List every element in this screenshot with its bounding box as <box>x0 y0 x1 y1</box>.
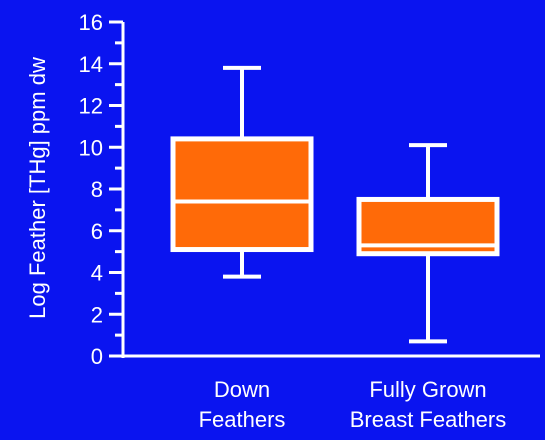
axes: 0 2 4 6 8 10 12 14 16 <box>79 10 540 369</box>
y-tick-label: 2 <box>91 302 103 327</box>
y-tick-label: 0 <box>91 344 103 369</box>
x-axis-labels: Down Feathers Fully Grown Breast Feathers <box>199 377 507 432</box>
box-plot-2 <box>356 143 500 344</box>
y-tick-label: 4 <box>91 261 103 286</box>
y-tick-label: 12 <box>79 94 103 119</box>
x-tick-label: Fully Grown <box>369 377 486 402</box>
x-tick-label: Down <box>214 377 270 402</box>
y-tick-label: 10 <box>79 135 103 160</box>
y-tick-label: 14 <box>79 52 103 77</box>
boxes <box>170 65 500 344</box>
y-axis-label: Log Feather [THg] ppm dw <box>25 57 50 319</box>
iqr-box <box>170 136 314 253</box>
y-tick-label: 16 <box>79 10 103 35</box>
y-tick-label: 6 <box>91 219 103 244</box>
y-tick-label: 8 <box>91 177 103 202</box>
box-plot-1 <box>170 65 314 279</box>
x-tick-label: Breast Feathers <box>350 407 507 432</box>
x-tick-label: Feathers <box>199 407 286 432</box>
